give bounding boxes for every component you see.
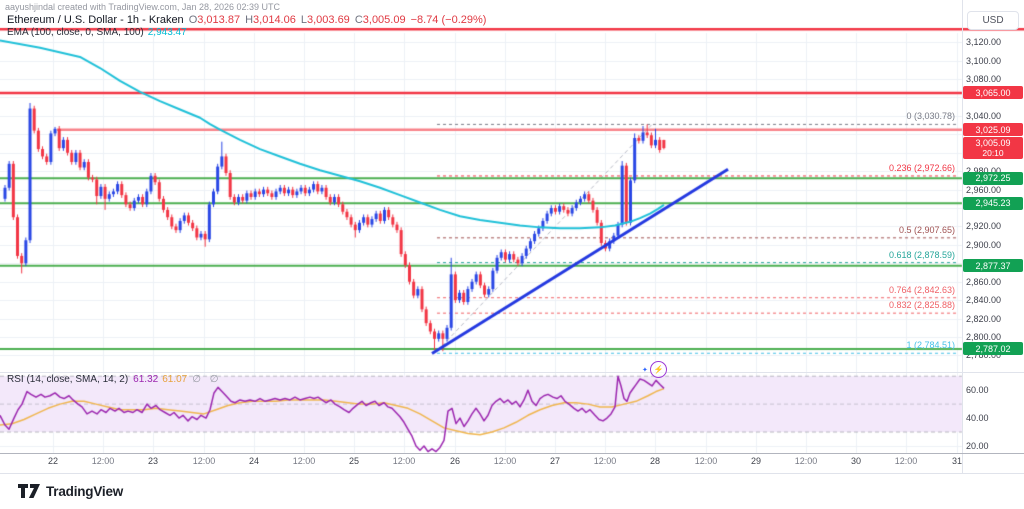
- rsi-label: RSI (14, close, SMA, 14, 2): [7, 374, 129, 385]
- time-tick-label[interactable]: 12:00: [91, 456, 115, 466]
- ohlc-value: 3,003.69: [306, 14, 350, 26]
- widget-bottom-border: [0, 473, 1024, 474]
- time-axis-border: [0, 453, 1024, 454]
- ohlc-letter: H: [245, 14, 254, 26]
- price-tick-label: 3,120.00: [966, 37, 1002, 48]
- rsi-indicator-legend[interactable]: RSI (14, close, SMA, 14, 2) 61.32 61.07 ∅ ∅: [7, 374, 221, 385]
- rsi-ma-value: 61.07: [162, 374, 188, 385]
- price-level-badge: 2,945.23: [963, 196, 1023, 210]
- price-tick-label: 2,800.00: [966, 331, 1002, 342]
- current-price-badge: 3,005.09 20:10: [963, 137, 1023, 160]
- badge-price: 3,065.00: [975, 87, 1011, 98]
- badge-countdown: 20:10: [982, 148, 1004, 159]
- price-level-badge: 2,877.37: [963, 259, 1023, 273]
- ohlc-value: 3,005.09: [362, 14, 406, 26]
- sparkle-icon: ✦: [642, 367, 648, 374]
- price-level-badge: 3,065.00: [963, 86, 1023, 100]
- time-tick-label[interactable]: 29: [750, 456, 762, 466]
- time-tick-label[interactable]: 27: [549, 456, 561, 466]
- price-tick-label: 2,900.00: [966, 239, 1002, 250]
- price-level-badge: 2,787.02: [963, 342, 1023, 356]
- time-tick-label[interactable]: 28: [649, 456, 661, 466]
- time-tick-label[interactable]: 12:00: [593, 456, 617, 466]
- time-tick-label[interactable]: 22: [47, 456, 59, 466]
- time-tick-label[interactable]: 30: [850, 456, 862, 466]
- rsi-tick-label: 40.00: [966, 413, 989, 424]
- ohlc-value: 3,014.06: [253, 14, 296, 26]
- time-tick-label[interactable]: 12:00: [292, 456, 316, 466]
- attribution-text: aayushjindal created with TradingView.co…: [5, 2, 280, 12]
- ohlc-letter: L: [300, 14, 307, 26]
- ohlc-letter: C: [354, 14, 363, 26]
- tradingview-logo-text: TradingView: [46, 484, 124, 499]
- ema-indicator-legend[interactable]: EMA (100, close, 0, SMA, 100) 2,943.47: [7, 27, 187, 38]
- price-level-badge: 3,025.09: [963, 123, 1023, 137]
- fib-level-label[interactable]: 1 (2,784.51): [906, 340, 955, 351]
- time-tick-label[interactable]: 25: [348, 456, 360, 466]
- fib-level-label[interactable]: 0.832 (2,825.88): [888, 300, 955, 311]
- rsi-extra-values: ∅ ∅: [192, 374, 222, 385]
- pane-separator[interactable]: [0, 372, 1024, 373]
- time-tick-label[interactable]: 31: [951, 456, 963, 466]
- badge-price: 2,945.23: [975, 198, 1011, 209]
- ohlc-values: O3,013.87 H3,014.06 L3,003.69 C3,005.09: [184, 14, 406, 26]
- time-tick-label[interactable]: 12:00: [392, 456, 416, 466]
- time-tick-label[interactable]: 12:00: [894, 456, 918, 466]
- time-tick-label[interactable]: 23: [147, 456, 159, 466]
- ema-label: EMA (100, close, 0, SMA, 100): [7, 27, 144, 38]
- price-tick-label: 3,100.00: [966, 55, 1002, 66]
- lightning-glyph: ⚡: [653, 365, 664, 374]
- badge-price: 3,025.09: [975, 124, 1011, 135]
- price-tick-label: 2,960.00: [966, 184, 1002, 195]
- price-level-badge: 2,972.25: [963, 171, 1023, 185]
- price-tick-label: 2,920.00: [966, 221, 1002, 232]
- time-tick-label[interactable]: 26: [449, 456, 461, 466]
- fib-level-label[interactable]: 0 (3,030.78): [906, 111, 955, 122]
- price-tick-label: 2,820.00: [966, 313, 1002, 324]
- symbol-legend[interactable]: Ethereum / U.S. Dollar - 1h - Kraken O3,0…: [7, 14, 486, 26]
- ohlc-letter: O: [188, 14, 198, 26]
- fib-level-label[interactable]: 0.236 (2,972.66): [888, 162, 955, 173]
- symbol-title[interactable]: Ethereum / U.S. Dollar - 1h - Kraken: [7, 14, 184, 26]
- lightning-marker-icon[interactable]: ⚡: [650, 361, 667, 378]
- fib-level-label[interactable]: 0.618 (2,878.59): [888, 249, 955, 260]
- ohlc-value: 3,013.87: [197, 14, 241, 26]
- rsi-tick-label: 60.00: [966, 385, 989, 396]
- price-axis-border: [962, 0, 963, 473]
- price-change: −8.74 (−0.29%): [410, 14, 487, 26]
- price-tick-label: 2,980.00: [966, 166, 1001, 176]
- price-chart-canvas[interactable]: [0, 0, 1024, 473]
- currency-selector[interactable]: USD: [967, 11, 1019, 30]
- price-tick-label: 2,840.00: [966, 295, 1002, 306]
- price-tick-label: 2,780.00: [966, 350, 1002, 361]
- fib-level-label[interactable]: 0.5 (2,907.65): [898, 224, 955, 235]
- rsi-value: 61.32: [133, 374, 159, 385]
- ema-value: 2,943.47: [147, 27, 187, 38]
- time-tick-label[interactable]: 12:00: [694, 456, 718, 466]
- badge-price: 2,787.02: [975, 343, 1011, 354]
- price-tick-label: 3,080.00: [966, 74, 1002, 85]
- badge-price: 3,005.09: [975, 138, 1011, 149]
- badge-price: 2,877.37: [975, 260, 1011, 271]
- price-tick-label: 3,040.00: [966, 110, 1002, 121]
- time-tick-label[interactable]: 24: [248, 456, 260, 466]
- time-tick-label[interactable]: 12:00: [794, 456, 818, 466]
- rsi-tick-label: 20.00: [966, 441, 989, 452]
- fib-level-label[interactable]: 0.764 (2,842.63): [888, 284, 955, 295]
- badge-price: 2,972.25: [975, 173, 1011, 184]
- tradingview-logo-icon: [18, 484, 40, 498]
- tradingview-logo[interactable]: TradingView: [18, 484, 123, 499]
- time-tick-label[interactable]: 12:00: [493, 456, 517, 466]
- price-tick-label: 2,860.00: [966, 276, 1002, 287]
- time-tick-label[interactable]: 12:00: [192, 456, 216, 466]
